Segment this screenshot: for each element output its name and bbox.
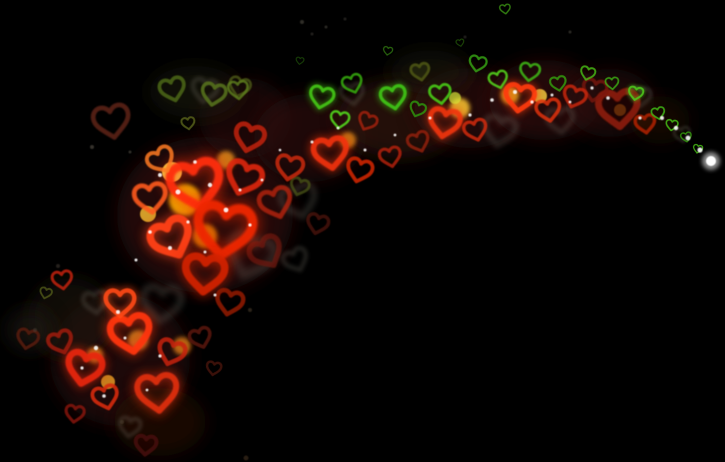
- sparkle-dot: [343, 17, 347, 21]
- sparkle-dot: [128, 150, 132, 154]
- sparkle-dot: [145, 388, 149, 392]
- sparkle-dot: [393, 133, 397, 137]
- sparkle-dot: [193, 160, 197, 164]
- sparkle-dot: [428, 116, 432, 120]
- sparkle-dot: [148, 230, 152, 234]
- sparkle-dot: [158, 173, 162, 177]
- sparkle-dot: [223, 207, 229, 213]
- sparkle-dot: [468, 113, 472, 117]
- sparkle-dot: [238, 188, 242, 192]
- sparkle-dot: [90, 145, 94, 149]
- sparkle-dot: [102, 394, 106, 398]
- sparkle-dot: [93, 345, 99, 351]
- sparkle-dot: [175, 189, 181, 195]
- sparkle-dot: [568, 100, 572, 104]
- sparkle-dot: [590, 86, 594, 90]
- heart-shape: [382, 45, 394, 57]
- sparkle-dot: [243, 455, 249, 461]
- sparkle-dot: [660, 116, 664, 120]
- sparkle-dot: [300, 20, 304, 24]
- heart-shape: [62, 403, 87, 425]
- sparkle-dot: [550, 93, 554, 97]
- halo-blob: [114, 388, 206, 456]
- sparkle-dot: [606, 96, 610, 100]
- sparkle-dot: [134, 258, 138, 262]
- smoke-heart: [281, 246, 311, 275]
- sparkle-dot: [310, 140, 314, 144]
- sparkle-dot: [568, 30, 572, 34]
- sparkle-dot: [213, 293, 217, 297]
- sparkle-dot: [363, 148, 367, 152]
- sparkle-dot: [697, 147, 703, 153]
- sparkle-dot: [116, 310, 120, 314]
- sparkle-dot: [186, 220, 190, 224]
- sparkle-dot: [56, 264, 60, 268]
- heart-shape: [342, 154, 376, 187]
- sparkle-dot: [513, 90, 517, 94]
- sparkle-dot: [207, 182, 213, 188]
- sparkle-dot: [673, 125, 679, 131]
- sparkle-dot: [120, 420, 124, 424]
- heart-shape: [295, 56, 305, 66]
- halo-blob: [6, 308, 54, 352]
- sparkle-dot: [168, 246, 172, 250]
- sparkle-dot: [638, 116, 642, 120]
- sparkle-dot: [158, 354, 162, 358]
- heart-shape: [179, 115, 197, 132]
- heart-shape: [498, 3, 512, 16]
- sparkle-dot: [490, 98, 494, 102]
- sparkle-dot: [248, 308, 252, 312]
- sparkle-dot: [33, 328, 37, 332]
- sparkle-dot: [324, 25, 328, 29]
- sparkle-dot: [706, 156, 716, 166]
- heart-shape: [455, 38, 466, 48]
- heart-shape: [92, 103, 132, 140]
- sparkle-dot: [123, 336, 127, 340]
- heart-shape: [204, 359, 224, 378]
- sparkle-dot: [530, 100, 534, 104]
- heart-shape: [186, 324, 216, 353]
- sparkle-dot: [685, 135, 691, 141]
- sparkle-dot: [248, 223, 252, 227]
- sparkle-dot: [260, 178, 264, 182]
- glow-spot: [449, 92, 461, 104]
- heart-shape: [303, 210, 332, 238]
- heart-shape: [214, 289, 244, 317]
- sparkle-dot: [203, 250, 207, 254]
- sparkle-dot: [278, 148, 282, 152]
- sparkle-dot: [463, 35, 467, 39]
- sparkle-dot: [336, 126, 340, 130]
- halo-blob: [390, 50, 470, 94]
- sparkle-dot: [310, 32, 314, 36]
- sparkle-dot: [80, 366, 84, 370]
